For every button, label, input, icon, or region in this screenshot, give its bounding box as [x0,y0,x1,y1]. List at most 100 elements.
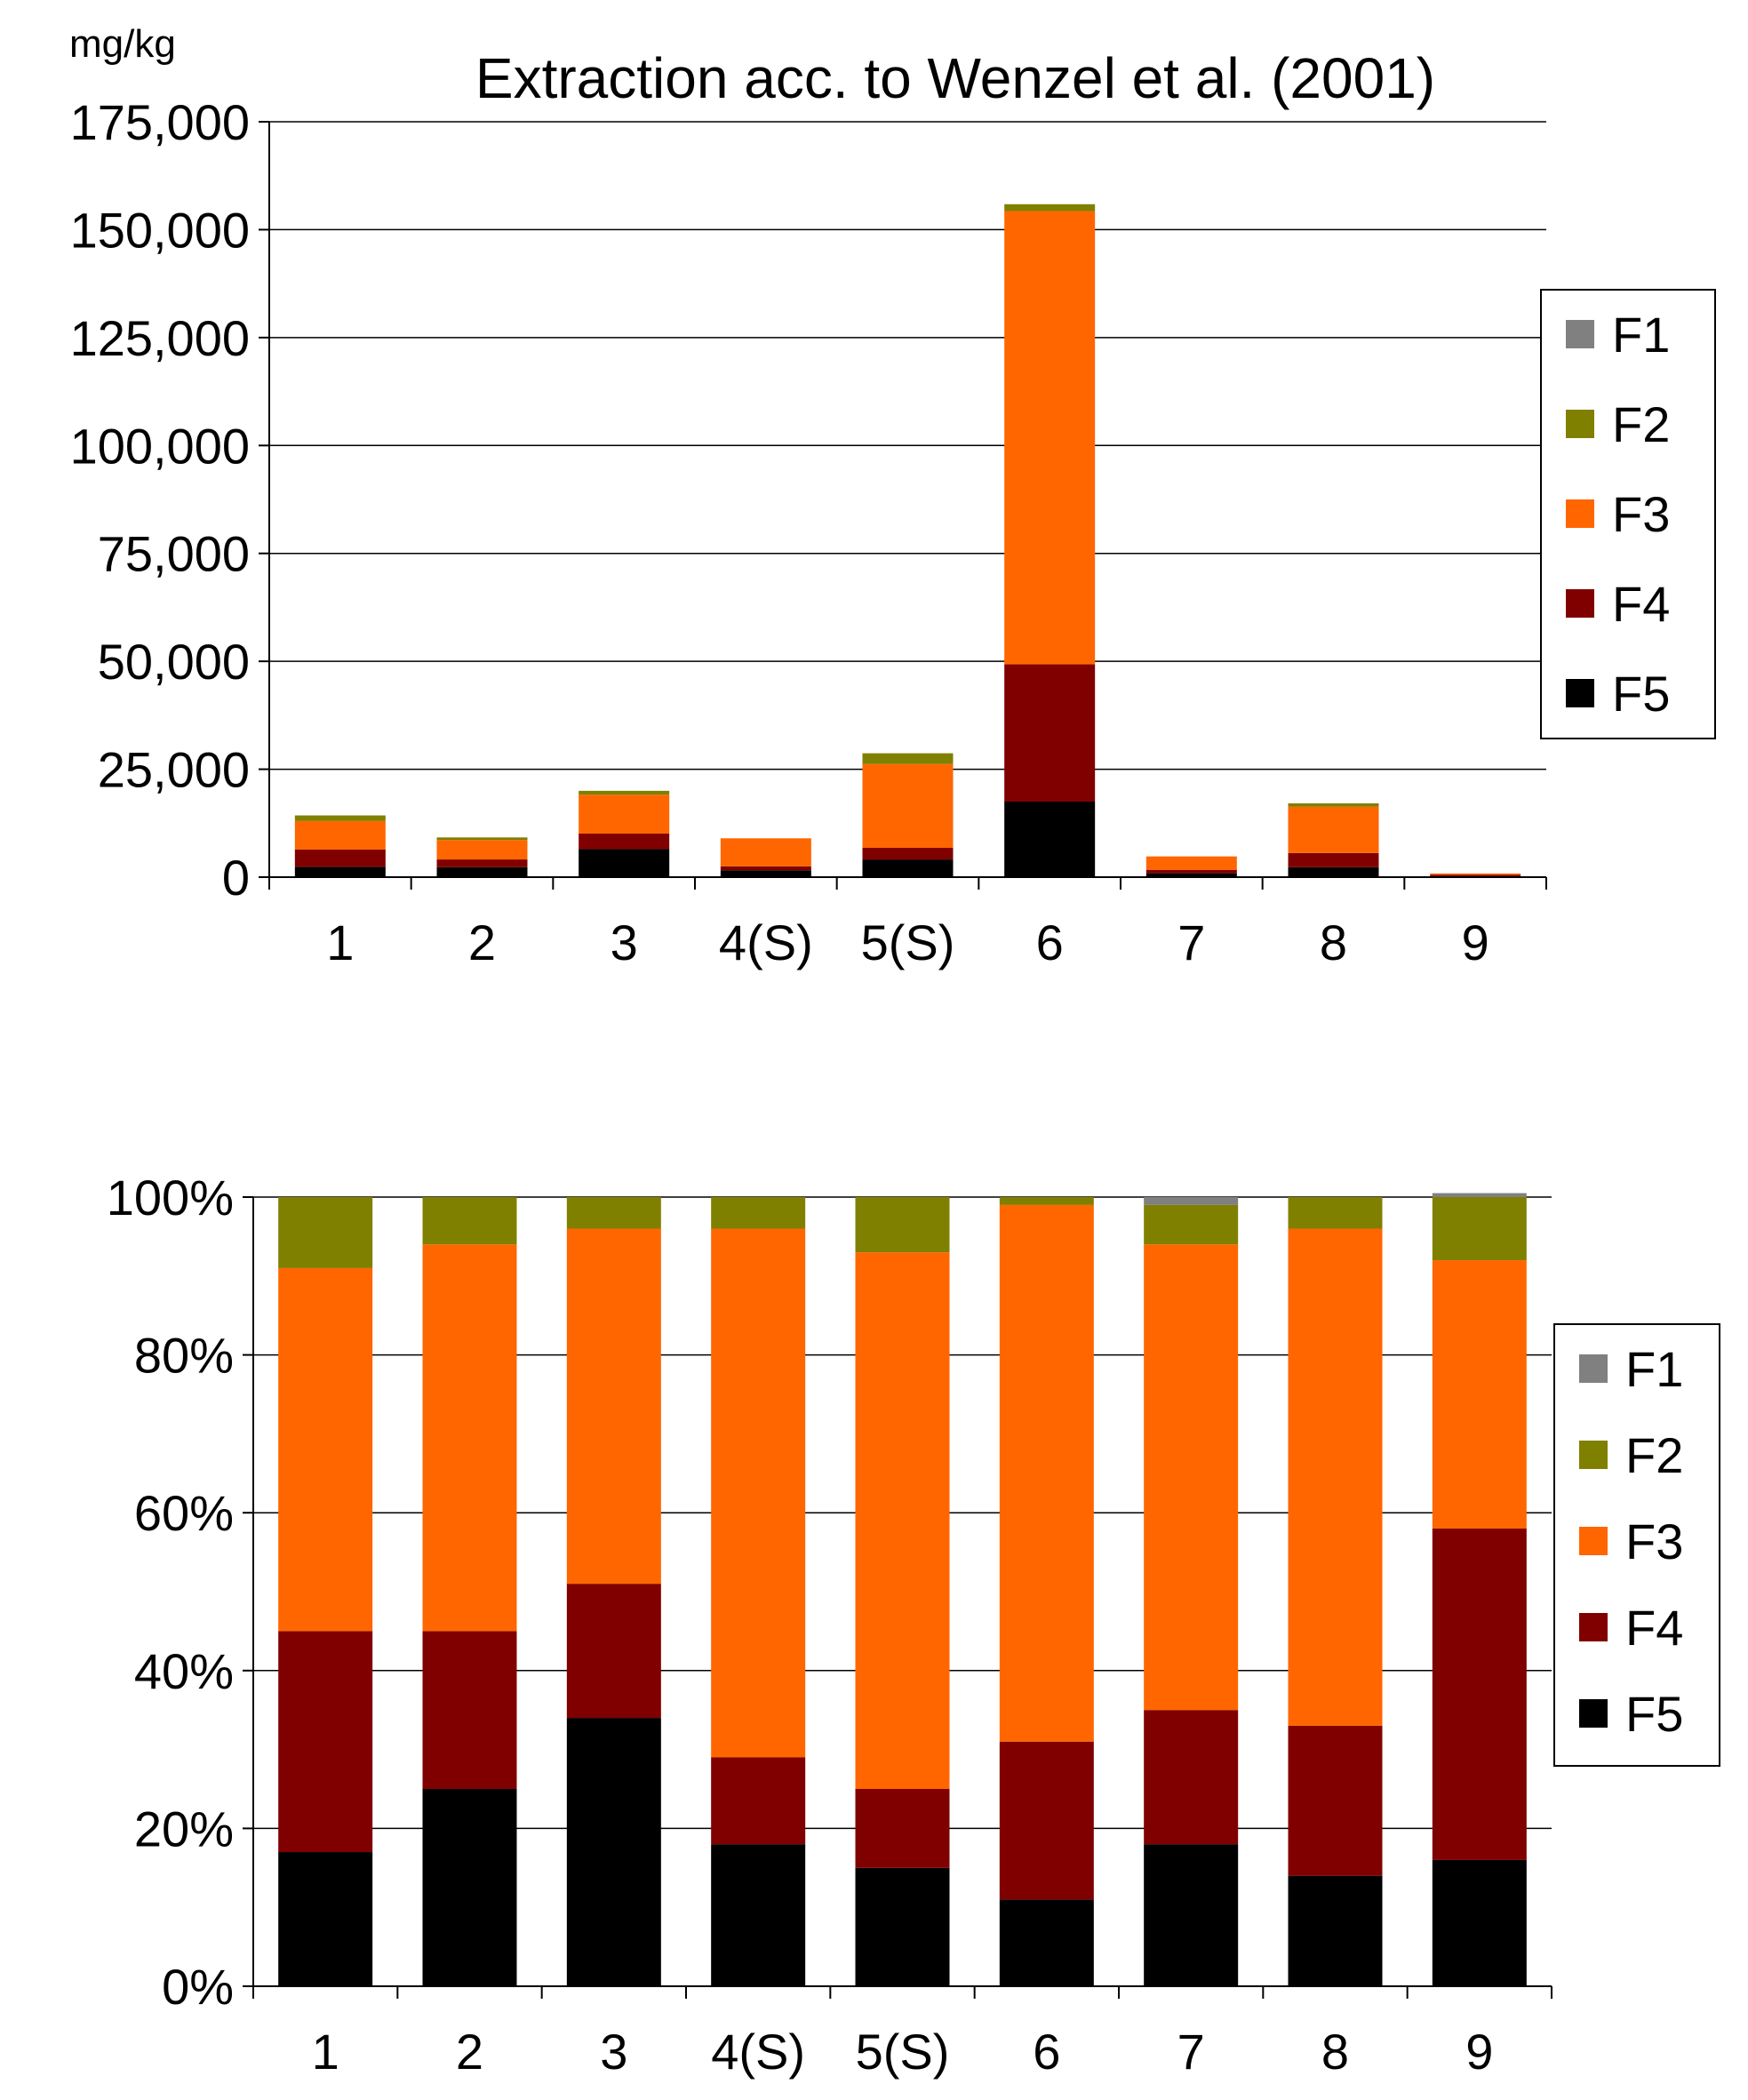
bottom-bars [278,1193,1527,1986]
legend-swatch-f4 [1579,1613,1608,1641]
x-tick-label: 9 [1465,2024,1493,2080]
bar-f4-6 [1004,664,1096,802]
legend-swatch-f3 [1579,1527,1608,1555]
bar-f5-1 [294,866,386,877]
bar-f2-5s [855,1197,950,1253]
bar-f5-1 [278,1852,373,1986]
top-y-tick-labels: 0 25,000 50,000 75,000 100,000 125,000 150,000… [70,94,250,906]
bottom-y-tick-labels: 0% 20% 40% 60% 80% 100% [107,1170,234,2015]
x-tick-label: 7 [1177,2024,1205,2080]
bar-f4-2 [422,1631,517,1789]
y-tick-label: 50,000 [98,634,250,690]
y-tick-label: 0 [222,850,250,906]
bar-f3-2 [436,840,528,860]
legend-label-f4: F4 [1625,1600,1683,1656]
bar-f2-6 [999,1197,1094,1205]
x-tick-label: 1 [312,2024,339,2080]
bar-f4-9 [1432,1528,1527,1860]
y-tick-label: 25,000 [98,742,250,798]
bar-f2-5s [862,753,954,764]
top-bars [294,204,1521,877]
y-tick-label: 100% [107,1170,234,1226]
bar-f5-6 [1004,802,1096,877]
bar-f4-5s [862,847,954,860]
x-tick-label: 6 [1036,914,1064,970]
bar-f5-5s [862,859,954,877]
bar-f2-8 [1288,802,1379,807]
x-tick-label: 4(S) [711,2024,805,2080]
bar-f4-3 [566,1584,661,1719]
top-legend: F1 F2 F3 F4 F5 [1540,289,1716,739]
legend-swatch-f5 [1566,679,1594,707]
bar-f3-5s [862,763,954,848]
y-tick-label: 175,000 [70,94,250,150]
bar-f2-8 [1288,1197,1383,1229]
bar-f5-3 [566,1718,661,1986]
bar-f4-9 [1430,874,1521,877]
x-tick-label: 4(S) [719,914,813,970]
bar-f3-7 [1144,1244,1239,1711]
legend-swatch-f2 [1579,1441,1608,1469]
bar-f1-9 [1432,1193,1527,1197]
bar-f4-7 [1144,1710,1239,1845]
legend-label-f1: F1 [1625,1341,1683,1397]
chart-title: Extraction acc. to Wenzel et al. (2001) [475,46,1435,110]
x-tick-label: 8 [1321,2024,1349,2080]
bar-f3-7 [1145,856,1237,870]
bar-f4-1 [294,849,386,867]
bar-f1-7 [1144,1197,1239,1205]
bar-f4-1 [278,1631,373,1853]
bar-f4-6 [999,1741,1094,1900]
legend-label-f4: F4 [1612,576,1670,632]
y-tick-label: 60% [134,1485,234,1541]
x-tick-label: 9 [1462,914,1489,970]
bar-f4-3 [579,833,670,850]
legend-swatch-f1 [1566,320,1594,348]
bar-f5-4s [720,870,811,877]
legend-swatch-f1 [1579,1354,1608,1383]
bar-f3-9 [1432,1260,1527,1529]
y-tick-label: 100,000 [70,418,250,474]
bar-f2-4s [711,1197,806,1229]
legend-label-f5: F5 [1612,666,1670,722]
bar-f3-5s [855,1252,950,1789]
absolute-chart: mg/kg Extraction acc. to Wenzel et al. (… [69,22,1716,970]
x-tick-label: 8 [1320,914,1347,970]
x-tick-label: 6 [1033,2024,1060,2080]
bar-f3-1 [294,820,386,850]
bottom-axes [243,1196,1552,1999]
legend-label-f2: F2 [1625,1427,1683,1483]
bar-f4-2 [436,859,528,867]
bar-f5-7 [1145,873,1237,877]
legend-label-f3: F3 [1625,1513,1683,1569]
bottom-legend: F1 F2 F3 F4 F5 [1553,1323,1720,1767]
y-tick-label: 75,000 [98,526,250,582]
x-tick-label: 7 [1177,914,1205,970]
x-tick-label: 3 [600,2024,627,2080]
bar-f5-3 [579,849,670,877]
bar-f3-3 [579,794,670,834]
x-tick-label: 5(S) [856,2024,950,2080]
legend-swatch-f5 [1579,1699,1608,1728]
x-tick-label: 2 [456,2024,483,2080]
y-axis-unit-label: mg/kg [69,22,176,66]
bar-f4-8 [1288,852,1379,867]
x-tick-label: 1 [326,914,354,970]
bar-f5-9 [1432,1859,1527,1986]
legend-label-f1: F1 [1612,307,1670,363]
bar-f3-3 [566,1228,661,1585]
top-x-tick-labels: 1 2 3 4(S) 5(S) 6 7 8 9 [326,914,1489,970]
top-axes [259,121,1547,890]
legend-swatch-f3 [1566,499,1594,528]
bar-f3-1 [278,1267,373,1632]
y-tick-label: 0% [162,1959,234,2015]
y-tick-label: 40% [134,1643,234,1699]
percent-chart: 0%20%40%60%80%100% 1 2 3 4(S) 5(S) 6 7 8 9 F1F2F… [107,1170,1720,2080]
bottom-x-tick-labels: 1 2 3 4(S) 5(S) 6 7 8 9 [312,2024,1494,2080]
legend-label-f5: F5 [1625,1686,1683,1742]
bar-f3-2 [422,1244,517,1632]
y-tick-label: 150,000 [70,202,250,258]
top-gridlines [269,121,1546,771]
bar-f3-4s [711,1228,806,1758]
